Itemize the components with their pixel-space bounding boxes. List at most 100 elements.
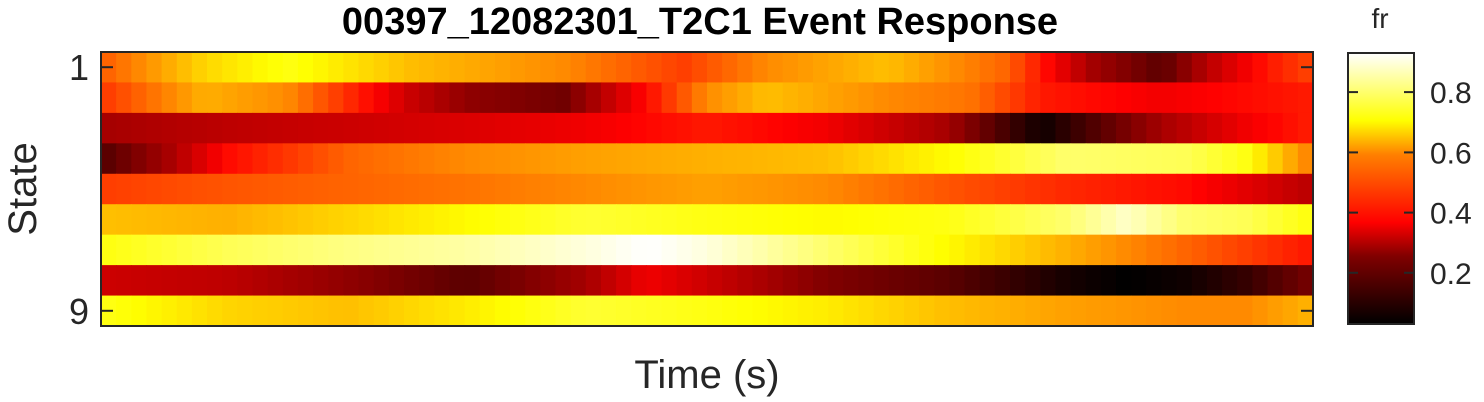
heatmap-cell xyxy=(101,204,117,236)
heatmap-cell xyxy=(813,265,829,297)
heatmap-cell xyxy=(888,112,905,144)
heatmap-cell xyxy=(1161,234,1178,266)
heatmap-cell xyxy=(631,265,647,297)
heatmap-cell xyxy=(176,234,193,266)
heatmap-cell xyxy=(434,52,451,84)
heatmap-cell xyxy=(419,143,435,175)
heatmap-cell xyxy=(767,143,784,175)
heatmap-cell xyxy=(843,265,860,297)
heatmap-cell xyxy=(949,112,966,144)
heatmap-cell xyxy=(510,52,526,84)
heatmap-cell xyxy=(707,143,723,175)
heatmap-cell xyxy=(1040,112,1057,144)
heatmap-cell xyxy=(434,143,451,175)
heatmap-cell xyxy=(661,295,678,327)
heatmap-cell xyxy=(676,112,693,144)
heatmap-cell xyxy=(343,112,360,144)
heatmap-cell xyxy=(782,112,799,144)
heatmap-cell xyxy=(1206,143,1223,175)
heatmap-cell xyxy=(1206,82,1223,114)
heatmap-cell xyxy=(919,112,935,144)
heatmap-cell xyxy=(722,112,738,144)
heatmap-cell xyxy=(767,265,784,297)
heatmap-cell xyxy=(797,143,814,175)
heatmap-cell xyxy=(449,295,466,327)
heatmap-cell xyxy=(767,173,784,205)
heatmap-cell xyxy=(1100,204,1117,236)
heatmap-cell xyxy=(813,82,829,114)
heatmap-cell xyxy=(237,82,254,114)
heatmap-cell xyxy=(1116,204,1132,236)
heatmap-cell xyxy=(1100,295,1117,327)
heatmap-cell xyxy=(146,234,163,266)
heatmap-cell xyxy=(464,52,481,84)
heatmap-cell xyxy=(555,204,572,236)
heatmap-cell xyxy=(464,295,481,327)
heatmap-cell xyxy=(1055,204,1072,236)
heatmap-cell xyxy=(828,143,844,175)
heatmap-cell xyxy=(600,295,617,327)
heatmap-cell xyxy=(722,143,738,175)
heatmap-cell xyxy=(146,265,163,297)
heatmap-cell xyxy=(267,295,284,327)
heatmap-cell xyxy=(191,112,208,144)
heatmap-cell xyxy=(313,173,329,205)
heatmap-cell xyxy=(1146,112,1163,144)
heatmap-cell xyxy=(1252,52,1269,84)
heatmap-cell xyxy=(994,204,1011,236)
heatmap-cell xyxy=(1267,204,1284,236)
heatmap-cell xyxy=(919,52,935,84)
heatmap-cell xyxy=(585,295,602,327)
heatmap-cell xyxy=(616,204,632,236)
heatmap-cell xyxy=(358,265,375,297)
heatmap-cell xyxy=(252,143,269,175)
heatmap-cell xyxy=(1176,112,1193,144)
heatmap-cell xyxy=(964,295,981,327)
heatmap-cell xyxy=(919,234,935,266)
heatmap-cell xyxy=(813,52,829,84)
heatmap-cell xyxy=(600,52,617,84)
colorbar-tick-label: 0.2 xyxy=(1430,258,1472,291)
heatmap-cell xyxy=(676,265,693,297)
heatmap-cell xyxy=(237,143,254,175)
heatmap-cell xyxy=(979,52,996,84)
heatmap-cell xyxy=(510,295,526,327)
heatmap-cell xyxy=(1252,234,1269,266)
heatmap-cell xyxy=(297,234,314,266)
heatmap-cell xyxy=(631,234,647,266)
heatmap-cell xyxy=(888,143,905,175)
heatmap-cell xyxy=(722,52,738,84)
heatmap-cell xyxy=(737,265,754,297)
heatmap-cell xyxy=(540,265,557,297)
heatmap-cell xyxy=(1131,82,1147,114)
heatmap-cell xyxy=(191,234,208,266)
heatmap-cell xyxy=(494,265,511,297)
heatmap-cell xyxy=(767,295,784,327)
heatmap-cell xyxy=(1040,52,1057,84)
heatmap-cell xyxy=(979,295,996,327)
heatmap-cell xyxy=(1297,265,1314,297)
heatmap-cell xyxy=(873,143,890,175)
heatmap-cell xyxy=(282,295,299,327)
heatmap-cell xyxy=(1161,143,1178,175)
heatmap-cell xyxy=(1146,265,1163,297)
heatmap-cell xyxy=(722,173,738,205)
heatmap-cell xyxy=(828,265,844,297)
heatmap-cell xyxy=(1297,143,1314,175)
heatmap-cell xyxy=(767,204,784,236)
heatmap-cell xyxy=(919,82,935,114)
heatmap-cell xyxy=(1252,82,1269,114)
heatmap-cell xyxy=(767,112,784,144)
heatmap-cell xyxy=(828,112,844,144)
heatmap-cell xyxy=(600,265,617,297)
heatmap-cell xyxy=(525,52,541,84)
heatmap-cell xyxy=(934,173,950,205)
heatmap-cell xyxy=(1131,265,1147,297)
heatmap-cell xyxy=(1191,234,1208,266)
heatmap-cell xyxy=(449,52,466,84)
heatmap-cell xyxy=(752,173,769,205)
heatmap-cell xyxy=(934,204,950,236)
heatmap-cell xyxy=(752,112,769,144)
heatmap-cell xyxy=(464,265,481,297)
heatmap-cell xyxy=(176,265,193,297)
